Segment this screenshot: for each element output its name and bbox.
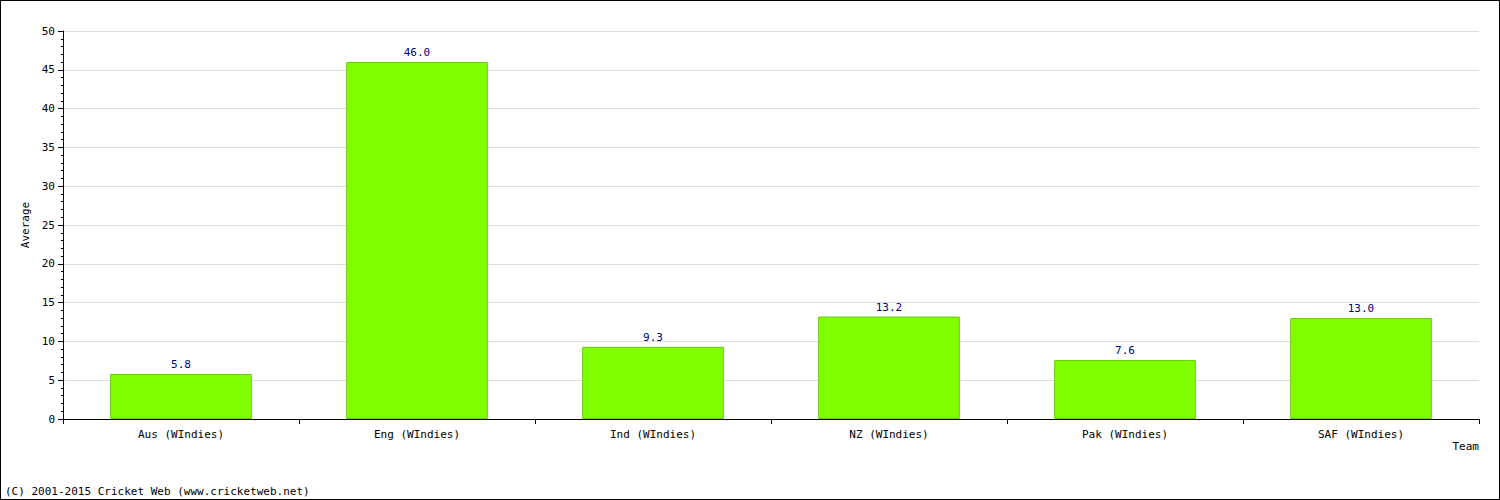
svg-text:Aus (WIndies): Aus (WIndies): [138, 428, 224, 441]
svg-text:20: 20: [42, 257, 55, 270]
svg-text:(C) 2001-2015 Cricket Web (www: (C) 2001-2015 Cricket Web (www.cricketwe…: [5, 485, 310, 498]
svg-text:46.0: 46.0: [404, 46, 431, 59]
svg-text:Average: Average: [19, 202, 32, 248]
svg-text:NZ (WIndies): NZ (WIndies): [849, 428, 928, 441]
svg-text:15: 15: [42, 296, 55, 309]
svg-text:30: 30: [42, 180, 55, 193]
svg-text:13.0: 13.0: [1348, 302, 1375, 315]
svg-text:Team: Team: [1453, 440, 1480, 453]
svg-text:50: 50: [42, 25, 55, 38]
svg-text:SAF (WIndies): SAF (WIndies): [1318, 428, 1404, 441]
svg-text:Ind (WIndies): Ind (WIndies): [610, 428, 696, 441]
svg-text:40: 40: [42, 102, 55, 115]
svg-text:Pak (WIndies): Pak (WIndies): [1082, 428, 1168, 441]
svg-text:Eng (WIndies): Eng (WIndies): [374, 428, 460, 441]
svg-text:10: 10: [42, 335, 55, 348]
svg-text:0: 0: [48, 413, 55, 426]
svg-text:7.6: 7.6: [1115, 344, 1135, 357]
svg-text:5.8: 5.8: [171, 358, 191, 371]
svg-text:35: 35: [42, 141, 55, 154]
svg-text:25: 25: [42, 219, 55, 232]
svg-text:9.3: 9.3: [643, 331, 663, 344]
svg-text:45: 45: [42, 63, 55, 76]
svg-text:5: 5: [48, 374, 55, 387]
svg-text:13.2: 13.2: [876, 301, 903, 314]
